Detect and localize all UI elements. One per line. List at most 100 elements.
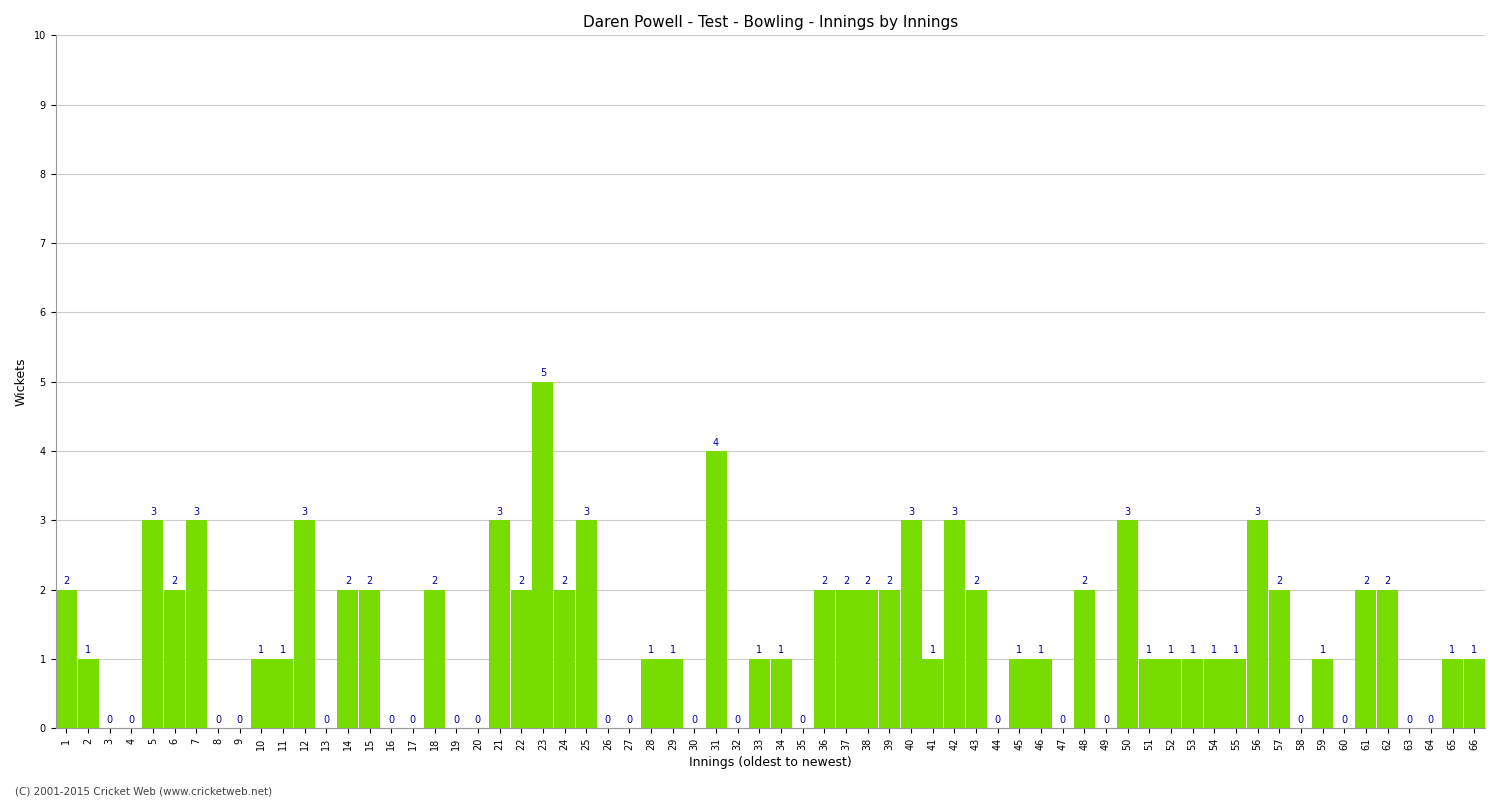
Bar [1312,659,1334,728]
Bar [424,590,445,728]
Text: 3: 3 [150,507,156,517]
Bar [944,520,964,728]
Bar [640,659,662,728]
Text: 0: 0 [453,714,459,725]
Text: 0: 0 [410,714,416,725]
Text: 2: 2 [345,576,351,586]
Text: 0: 0 [237,714,243,725]
Bar [1464,659,1485,728]
Text: 3: 3 [1125,507,1131,517]
Text: 1: 1 [258,646,264,655]
Text: 0: 0 [322,714,330,725]
Text: 2: 2 [1384,576,1390,586]
Text: 1: 1 [1146,646,1152,655]
Text: 0: 0 [735,714,741,725]
X-axis label: Innings (oldest to newest): Innings (oldest to newest) [688,756,852,769]
Text: 1: 1 [1233,646,1239,655]
Bar [576,520,597,728]
Text: 3: 3 [496,507,502,517]
Text: 1: 1 [86,646,92,655]
Text: 0: 0 [604,714,610,725]
Text: 2: 2 [432,576,438,586]
Text: 2: 2 [1364,576,1370,586]
Text: 3: 3 [584,507,590,517]
Text: 2: 2 [843,576,849,586]
Text: 5: 5 [540,368,546,378]
Bar [358,590,380,728]
Text: 0: 0 [1102,714,1108,725]
Text: 2: 2 [1276,576,1282,586]
Text: 1: 1 [1210,646,1218,655]
Bar [1226,659,1246,728]
Bar [748,659,770,728]
Bar [1246,520,1268,728]
Bar [815,590,836,728]
Text: 0: 0 [692,714,698,725]
Bar [836,590,856,728]
Bar [663,659,684,728]
Bar [1442,659,1462,728]
Bar [186,520,207,728]
Text: 2: 2 [366,576,372,586]
Bar [1138,659,1160,728]
Text: 0: 0 [1406,714,1413,725]
Text: 0: 0 [129,714,135,725]
Text: 1: 1 [669,646,676,655]
Text: 3: 3 [908,507,914,517]
Text: 1: 1 [648,646,654,655]
Bar [56,590,76,728]
Bar [856,590,877,728]
Text: 1: 1 [1017,646,1023,655]
Text: (C) 2001-2015 Cricket Web (www.cricketweb.net): (C) 2001-2015 Cricket Web (www.cricketwe… [15,786,272,796]
Bar [338,590,358,728]
Text: 0: 0 [214,714,220,725]
Text: 2: 2 [864,576,871,586]
Text: 0: 0 [627,714,633,725]
Text: 1: 1 [756,646,762,655]
Bar [78,659,99,728]
Text: 2: 2 [171,576,178,586]
Text: 0: 0 [1298,714,1304,725]
Text: 3: 3 [951,507,957,517]
Text: 3: 3 [302,507,307,517]
Bar [1010,659,1031,728]
Title: Daren Powell - Test - Bowling - Innings by Innings: Daren Powell - Test - Bowling - Innings … [582,15,958,30]
Bar [554,590,574,728]
Text: 1: 1 [778,646,784,655]
Bar [966,590,987,728]
Text: 2: 2 [63,576,69,586]
Text: 1: 1 [1320,646,1326,655]
Bar [879,590,900,728]
Bar [142,520,164,728]
Text: 4: 4 [712,438,718,448]
Text: 0: 0 [476,714,482,725]
Text: 2: 2 [886,576,892,586]
Bar [900,520,921,728]
Text: 2: 2 [561,576,567,586]
Text: 3: 3 [1254,507,1260,517]
Text: 1: 1 [1168,646,1174,655]
Text: 1: 1 [280,646,286,655]
Bar [1356,590,1377,728]
Text: 1: 1 [1190,646,1196,655]
Text: 0: 0 [800,714,806,725]
Text: 1: 1 [1038,646,1044,655]
Bar [1030,659,1051,728]
Bar [1118,520,1138,728]
Bar [489,520,510,728]
Text: 2: 2 [518,576,525,586]
Bar [294,520,315,728]
Text: 0: 0 [994,714,1000,725]
Text: 1: 1 [1472,646,1478,655]
Text: 0: 0 [106,714,112,725]
Bar [1269,590,1290,728]
Bar [705,451,726,728]
Text: 2: 2 [822,576,828,586]
Text: 2: 2 [974,576,980,586]
Bar [1182,659,1203,728]
Bar [273,659,294,728]
Text: 0: 0 [1341,714,1347,725]
Bar [510,590,531,728]
Text: 0: 0 [388,714,394,725]
Bar [771,659,792,728]
